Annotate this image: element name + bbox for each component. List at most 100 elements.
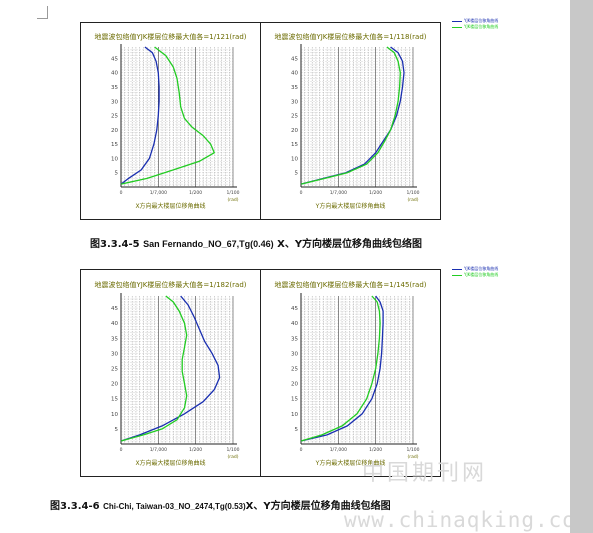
x-tick-label: 1/200 (189, 190, 202, 196)
legend-label: YJK楼层位移角曲线 (464, 24, 499, 29)
x-tick-label: 1/7,000 (150, 190, 167, 196)
y-tick-label: 35 (111, 85, 118, 91)
x-tick-label: 1/7,000 (330, 447, 347, 453)
drift-chart: 5 10 15 20 25 30 35 40 45 0 1/7,000 1/200 1/100(rad) (111, 293, 240, 460)
legend-swatch (452, 26, 462, 28)
chart-panel-y: 地震波包络值YJK楼层位移最大值各=1/145(rad) 5 10 15 20 25 30… (261, 270, 440, 476)
chart-title: 地震波包络值YJK楼层位移最大值各=1/182(rad) (94, 281, 247, 289)
legend: YJK楼层位移角曲线 YJK楼层位移角曲线 (452, 18, 498, 30)
series-line (120, 46, 160, 185)
x-unit-label: (rad) (228, 454, 239, 460)
x-tick-label: 1/200 (189, 447, 202, 453)
y-tick-label: 20 (291, 128, 298, 134)
chart-title: 地震波包络值YJK楼层位移最大值各=1/118(rad) (274, 33, 427, 41)
y-tick-label: 10 (111, 156, 118, 162)
x-tick-label: 1/7,000 (330, 190, 347, 196)
page-corner-mark (37, 6, 48, 19)
x-tick-label: 1/200 (369, 447, 382, 453)
figure-caption: 图3.3.4-6 Chi-Chi, Taiwan-03_NO_2474,Tg(0… (50, 497, 391, 512)
y-tick-label: 25 (291, 114, 298, 120)
drift-chart: 5 10 15 20 25 30 35 40 45 0 1/7,000 1/200 1/100(rad) (111, 44, 240, 203)
y-tick-label: 25 (291, 366, 298, 372)
y-tick-label: 5 (295, 171, 299, 177)
series-line (300, 295, 381, 442)
y-tick-label: 35 (111, 336, 118, 342)
x-tick-label: 1/7,000 (150, 447, 167, 453)
y-tick-label: 15 (291, 142, 298, 148)
y-tick-label: 30 (111, 351, 118, 357)
x-unit-label: (rad) (228, 197, 239, 203)
y-tick-label: 25 (111, 114, 118, 120)
y-tick-label: 5 (115, 171, 119, 177)
series-line (300, 46, 401, 185)
y-tick-label: 15 (111, 142, 118, 148)
legend-item: YJK楼层位移角曲线 (452, 18, 498, 24)
x-tick-label: 1/100 (227, 447, 240, 453)
caption-quake: Chi-Chi, Taiwan-03_NO_2474,Tg(0.53) (103, 502, 246, 511)
legend-swatch (452, 268, 462, 270)
figure-caption: 图3.3.4-5 San Fernando_NO_67,Tg(0.46) X、Y… (90, 235, 422, 250)
caption-quake: San Fernando_NO_67,Tg(0.46) (143, 239, 274, 249)
x-tick-label: 0 (120, 190, 123, 196)
caption-number: 图3.3.4-6 (50, 501, 100, 512)
legend-item: YJK楼层位移角曲线 (452, 266, 498, 272)
legend-label: YJK楼层位移角曲线 (464, 18, 499, 23)
caption-text: X、Y方向楼层位移角曲线包络图 (245, 501, 391, 512)
y-tick-label: 35 (291, 85, 298, 91)
x-tick-label: 0 (120, 447, 123, 453)
y-tick-label: 40 (291, 321, 298, 327)
y-tick-label: 30 (111, 99, 118, 105)
y-tick-label: 15 (291, 397, 298, 403)
y-tick-label: 40 (291, 71, 298, 77)
x-axis-title: X方向最大楼层位移角曲线 (135, 203, 206, 210)
chart-panel-y: 地震波包络值YJK楼层位移最大值各=1/118(rad) 5 10 15 20 25 30… (261, 23, 440, 219)
y-tick-label: 10 (291, 412, 298, 418)
x-unit-label: (rad) (408, 454, 419, 460)
x-axis-title: X方向最大楼层位移角曲线 (135, 460, 206, 467)
x-tick-label: 1/100 (227, 190, 240, 196)
panel-divider (260, 270, 261, 476)
y-tick-label: 30 (291, 351, 298, 357)
scrollbar-gutter[interactable] (570, 0, 593, 533)
x-axis-title: Y方向最大楼层位移角曲线 (315, 203, 386, 210)
y-tick-label: 30 (291, 99, 298, 105)
watermark-url: www.chinaqking.com (344, 508, 590, 532)
caption-text: X、Y方向楼层位移角曲线包络图 (277, 239, 423, 250)
x-tick-label: 1/100 (407, 447, 420, 453)
chart-title: 地震波包络值YJK楼层位移最大值各=1/121(rad) (94, 33, 247, 41)
drift-chart: 5 10 15 20 25 30 35 40 45 0 1/7,000 1/200 1/100(rad) (291, 293, 420, 460)
y-tick-label: 45 (111, 56, 118, 62)
y-tick-label: 20 (291, 382, 298, 388)
series-line (300, 295, 384, 442)
y-tick-label: 20 (111, 128, 118, 134)
legend-label: YJK楼层位移角曲线 (464, 266, 499, 271)
x-tick-label: 0 (300, 190, 303, 196)
watermark-cn: 中国期刊网 (362, 461, 488, 486)
y-tick-label: 5 (115, 427, 119, 433)
y-tick-label: 35 (291, 336, 298, 342)
y-tick-label: 5 (295, 427, 299, 433)
y-tick-label: 15 (111, 397, 118, 403)
x-tick-label: 1/200 (369, 190, 382, 196)
chart-panel-x: 地震波包络值YJK楼层位移最大值各=1/121(rad) 5 10 15 20 25 30… (81, 23, 260, 219)
y-tick-label: 10 (291, 156, 298, 162)
series-line (120, 295, 221, 442)
x-unit-label: (rad) (408, 197, 419, 203)
series-line (300, 46, 405, 185)
caption-number: 图3.3.4-5 (90, 239, 140, 250)
x-tick-label: 1/100 (407, 190, 420, 196)
legend-label: YJK楼层位移角曲线 (464, 272, 499, 277)
legend-item: YJK楼层位移角曲线 (452, 272, 498, 278)
legend-item: YJK楼层位移角曲线 (452, 24, 498, 30)
y-tick-label: 25 (111, 366, 118, 372)
panel-divider (260, 23, 261, 219)
y-tick-label: 45 (111, 306, 118, 312)
legend-swatch (452, 274, 462, 276)
legend: YJK楼层位移角曲线 YJK楼层位移角曲线 (452, 266, 498, 278)
y-tick-label: 40 (111, 321, 118, 327)
x-tick-label: 0 (300, 447, 303, 453)
series-line (120, 295, 188, 442)
y-tick-label: 10 (111, 412, 118, 418)
drift-chart: 5 10 15 20 25 30 35 40 45 0 1/7,000 1/200 1/100(rad) (291, 44, 420, 203)
y-tick-label: 45 (291, 56, 298, 62)
